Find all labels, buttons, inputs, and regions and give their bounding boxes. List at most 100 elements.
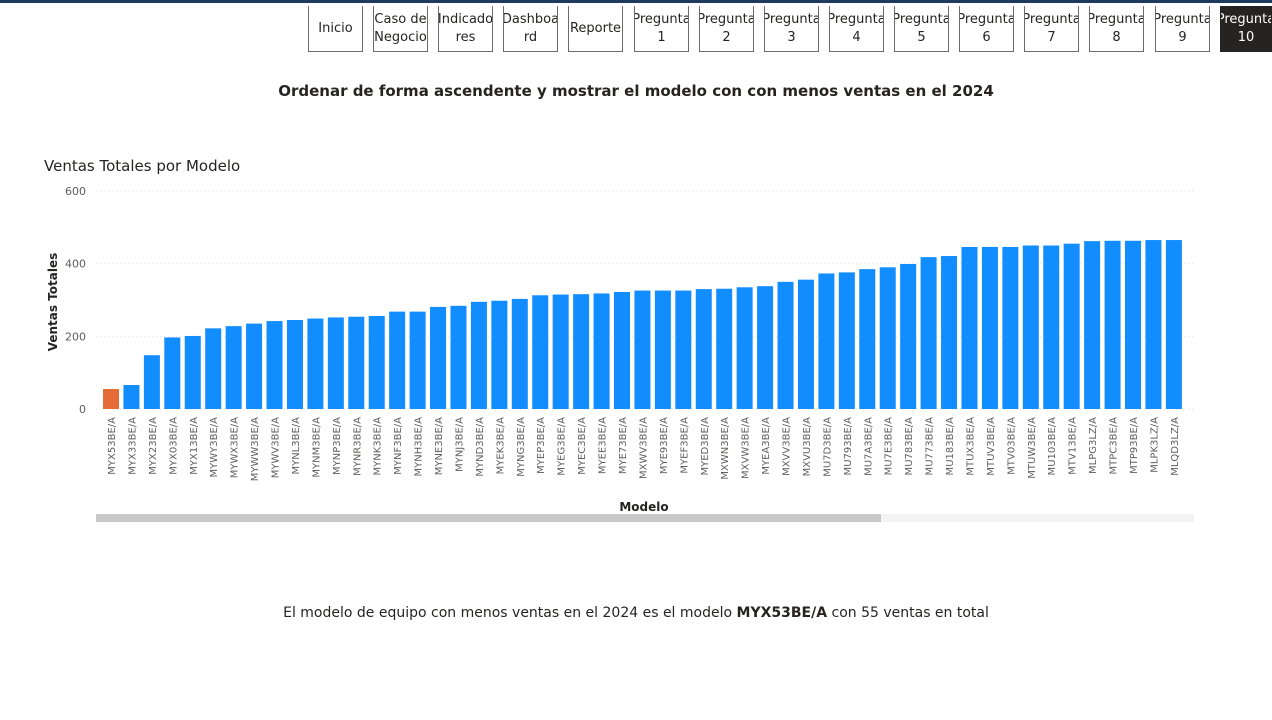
bar[interactable] xyxy=(859,269,876,409)
nav-button-7[interactable]: Pregunta 2 xyxy=(699,6,754,52)
bar[interactable] xyxy=(164,337,181,409)
bar[interactable] xyxy=(777,281,794,409)
x-tick-label: MLQD3LZ/A xyxy=(1170,417,1181,476)
nav-button-1[interactable]: Inicio xyxy=(308,6,363,52)
bar[interactable] xyxy=(307,318,324,409)
nav-button-5[interactable]: Reporte xyxy=(568,6,623,52)
bar[interactable] xyxy=(736,287,753,409)
bar[interactable] xyxy=(818,273,835,409)
chart-scrollbar-thumb[interactable] xyxy=(96,514,881,522)
bar[interactable] xyxy=(1145,240,1162,409)
bar[interactable] xyxy=(123,385,140,409)
top-accent-bar xyxy=(0,0,1272,3)
bar[interactable] xyxy=(1043,245,1060,410)
bar[interactable] xyxy=(920,257,937,409)
x-tick-label: MTUW3BE/A xyxy=(1027,417,1038,479)
bar[interactable] xyxy=(879,267,896,409)
x-tick-label: MLPG3LZ/A xyxy=(1088,417,1099,474)
x-tick-label: MYNM3BE/A xyxy=(311,417,322,478)
nav-button-label: Pregunta 9 xyxy=(1155,11,1210,45)
nav-button-2[interactable]: Caso de Negocio xyxy=(373,6,428,52)
bar[interactable] xyxy=(1022,245,1039,410)
bar[interactable] xyxy=(838,272,855,409)
nav-button-label: Pregunta 8 xyxy=(1089,11,1144,45)
x-tick-label: MU183BE/A xyxy=(945,417,956,476)
y-tick-label: 400 xyxy=(65,258,86,271)
bar[interactable] xyxy=(614,292,630,409)
nav-button-4[interactable]: Dashboa rd xyxy=(503,6,558,52)
bar[interactable] xyxy=(634,290,651,409)
bar[interactable] xyxy=(246,323,263,409)
bar[interactable] xyxy=(552,294,569,409)
x-tick-label: MYND3BE/A xyxy=(475,417,486,477)
bar[interactable] xyxy=(716,288,733,409)
nav-button-14[interactable]: Pregunta 9 xyxy=(1155,6,1210,52)
nav-button-8[interactable]: Pregunta 3 xyxy=(764,6,819,52)
bar[interactable] xyxy=(103,389,119,409)
bar[interactable] xyxy=(205,328,222,409)
bar[interactable] xyxy=(348,316,365,409)
nav-button-label: Inicio xyxy=(318,20,353,36)
x-tick-label: MU7A3BE/A xyxy=(863,417,874,476)
bar[interactable] xyxy=(593,293,610,409)
x-tick-label: MYEK3BE/A xyxy=(495,417,506,475)
x-tick-label: MYNF3BE/A xyxy=(393,417,404,475)
x-tick-label: MYWY3BE/A xyxy=(209,417,220,478)
nav-button-label: Pregunta 2 xyxy=(699,11,754,45)
nav-button-label: Pregunta 10 xyxy=(1221,11,1271,45)
bar[interactable] xyxy=(409,311,426,409)
x-tick-label: MYWW3BE/A xyxy=(250,417,261,481)
bar[interactable] xyxy=(1125,240,1141,409)
bar[interactable] xyxy=(1165,240,1182,409)
nav-button-label: Pregunta 5 xyxy=(894,11,949,45)
bar[interactable] xyxy=(143,355,160,409)
nav-button-3[interactable]: Indicado res xyxy=(438,6,493,52)
bar[interactable] xyxy=(757,286,774,409)
x-tick-label: MYEE3BE/A xyxy=(598,417,609,474)
bar[interactable] xyxy=(573,294,590,409)
bar[interactable] xyxy=(225,326,242,409)
bar[interactable] xyxy=(389,311,406,409)
x-tick-label: MU7D3BE/A xyxy=(822,417,833,477)
bar[interactable] xyxy=(368,315,385,409)
bar[interactable] xyxy=(1002,246,1019,409)
bar[interactable] xyxy=(266,321,283,409)
bar[interactable] xyxy=(184,335,201,409)
nav-button-label: Pregunta 7 xyxy=(1024,11,1079,45)
bar[interactable] xyxy=(1104,240,1121,409)
nav-button-13[interactable]: Pregunta 8 xyxy=(1089,6,1144,52)
bar[interactable] xyxy=(797,279,814,409)
nav-button-12[interactable]: Pregunta 7 xyxy=(1024,6,1079,52)
bar[interactable] xyxy=(961,246,978,409)
nav-button-6[interactable]: Pregunta 1 xyxy=(634,6,689,52)
x-tick-label: MYED3BE/A xyxy=(700,417,711,476)
conclusion-text: El modelo de equipo con menos ventas en … xyxy=(0,605,1272,621)
bar[interactable] xyxy=(430,306,447,409)
bar[interactable] xyxy=(470,301,487,409)
nav-button-11[interactable]: Pregunta 6 xyxy=(959,6,1014,52)
bar[interactable] xyxy=(532,295,549,409)
bar[interactable] xyxy=(491,300,508,409)
bar[interactable] xyxy=(286,319,303,409)
nav-button-9[interactable]: Pregunta 4 xyxy=(829,6,884,52)
nav-button-15[interactable]: Pregunta 10 xyxy=(1220,6,1272,52)
bar[interactable] xyxy=(654,290,671,409)
nav-button-10[interactable]: Pregunta 5 xyxy=(894,6,949,52)
bar[interactable] xyxy=(1063,243,1080,409)
x-tick-label: MYX13BE/A xyxy=(189,417,200,475)
bar[interactable] xyxy=(327,317,344,409)
x-tick-label: MTUV3BE/A xyxy=(986,417,997,476)
y-tick-label: 600 xyxy=(65,185,86,198)
bar[interactable] xyxy=(511,298,528,409)
bar[interactable] xyxy=(941,256,958,409)
bar[interactable] xyxy=(695,289,712,409)
x-tick-label: MXVW3BE/A xyxy=(741,417,752,479)
bar[interactable] xyxy=(900,264,917,409)
bar[interactable] xyxy=(1084,241,1101,409)
bar[interactable] xyxy=(981,246,998,409)
conclusion-prefix: El modelo de equipo con menos ventas en … xyxy=(283,605,737,621)
x-tick-label: MYNH3BE/A xyxy=(414,417,425,477)
x-tick-label: MYWX3BE/A xyxy=(230,417,241,478)
bar[interactable] xyxy=(450,305,467,409)
bar[interactable] xyxy=(675,290,692,409)
